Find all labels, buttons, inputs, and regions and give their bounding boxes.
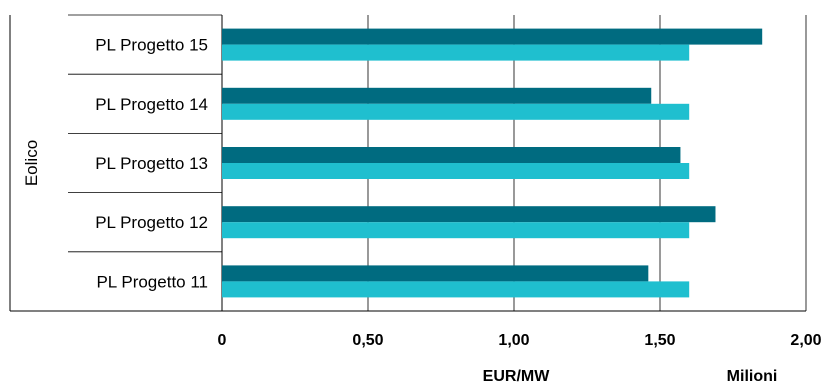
bar: [222, 222, 690, 239]
category-label: PL Progetto 12: [95, 213, 208, 232]
x-tick-label: 1,50: [644, 332, 675, 349]
x-tick-labels: 0 0,50 1,00 1,50 2,00: [218, 332, 822, 349]
x-tick-label: 2,00: [790, 332, 821, 349]
bar: [222, 163, 690, 179]
x-axis-label: EUR/MW: [483, 368, 551, 385]
x-unit-label: Milioni: [727, 368, 778, 385]
x-tick-label: 0,50: [352, 332, 383, 349]
bar: [222, 147, 681, 163]
bar: [222, 87, 652, 104]
category-label: PL Progetto 13: [95, 154, 208, 173]
bar: [222, 103, 690, 120]
bar: [222, 265, 649, 282]
category-label: PL Progetto 11: [96, 272, 208, 291]
category-label: PL Progetto 14: [95, 95, 208, 114]
x-tick-label: 0: [218, 332, 227, 349]
category-labels: PL Progetto 15 PL Progetto 14 PL Progetto …: [95, 36, 208, 292]
category-label: PL Progetto 15: [95, 36, 208, 55]
bar: [222, 281, 690, 298]
bar: [222, 28, 763, 45]
x-tick-label: 1,00: [498, 332, 529, 349]
bars: [222, 28, 763, 298]
group-label: Eolico: [22, 140, 41, 186]
bar: [222, 206, 716, 223]
bar: [222, 44, 690, 61]
